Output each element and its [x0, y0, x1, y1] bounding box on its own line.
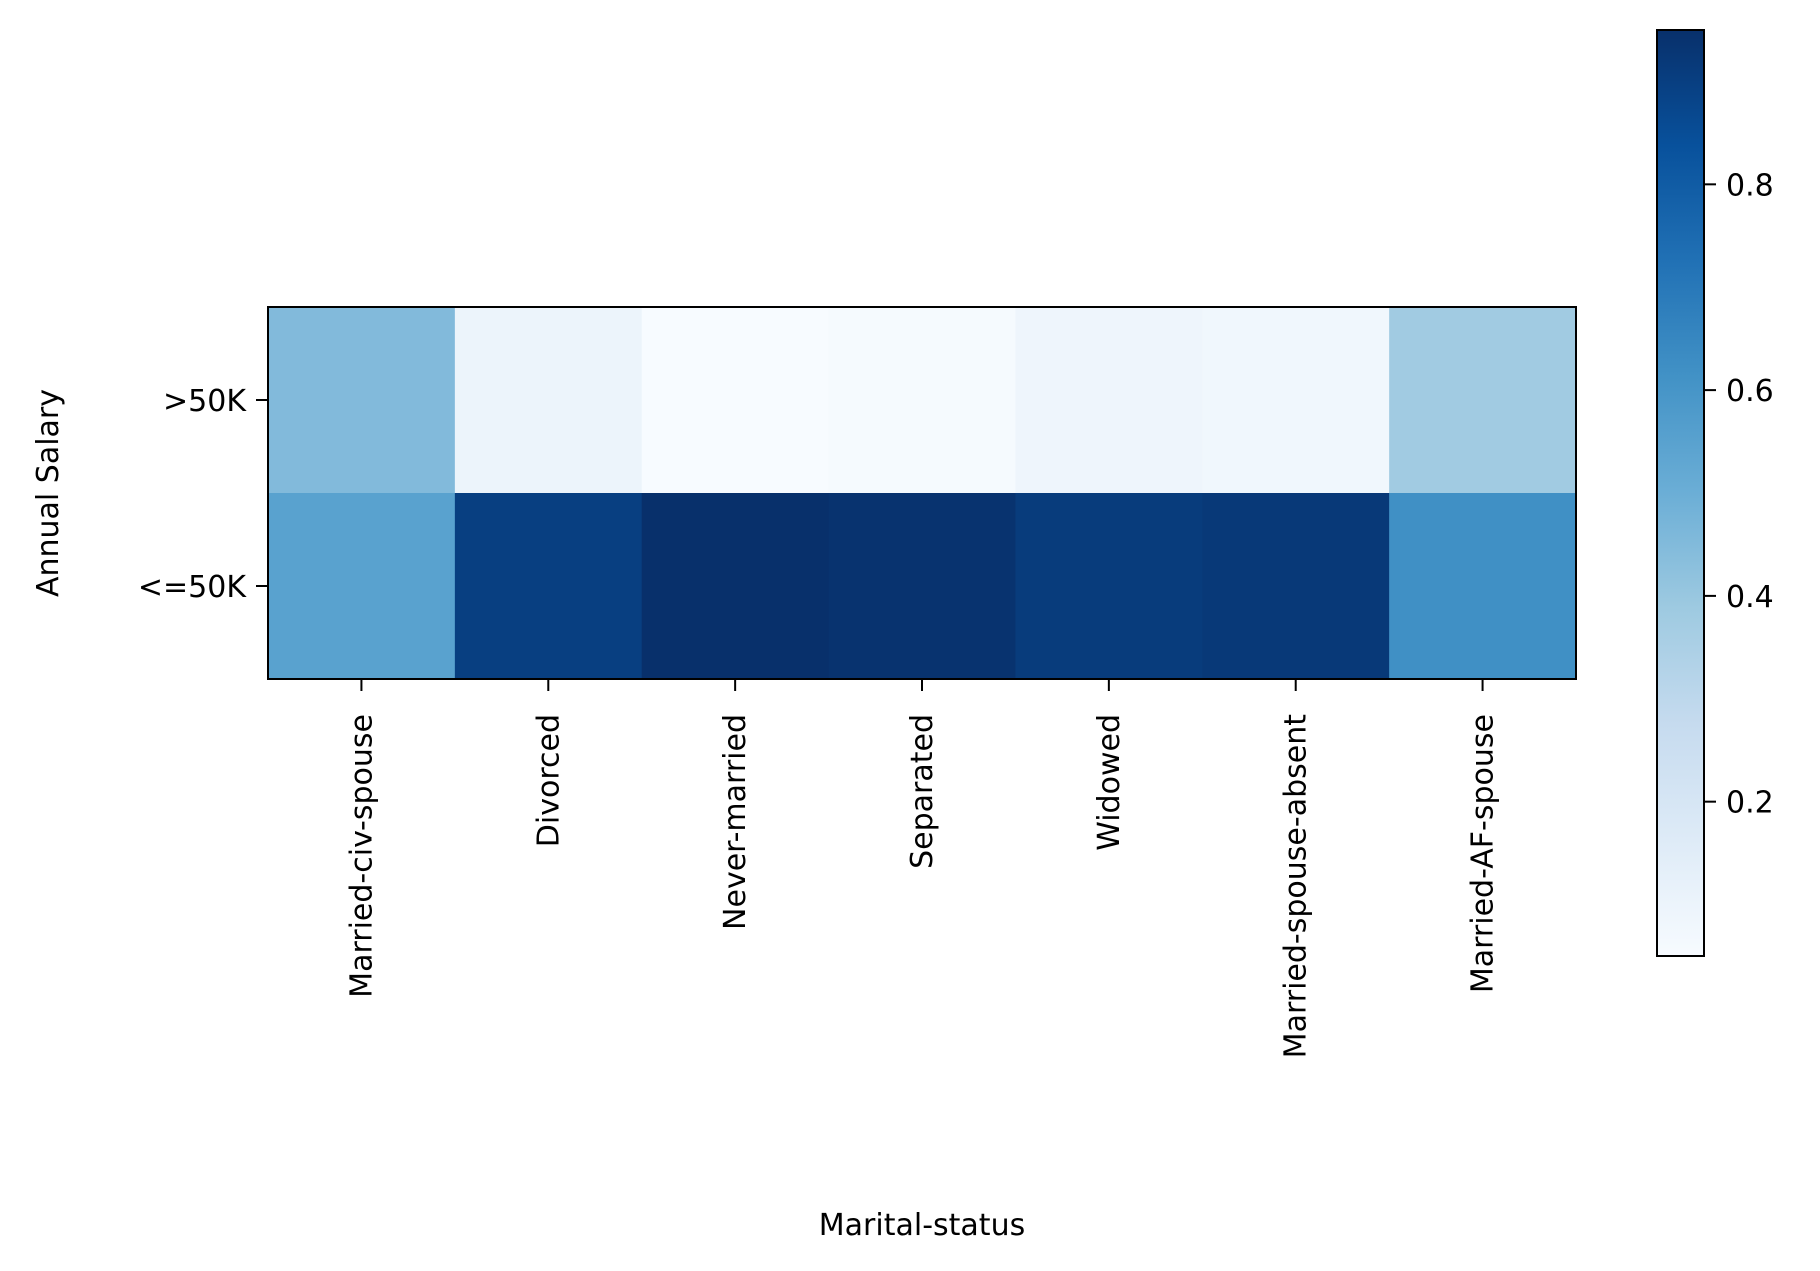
colorbar-ticks: 0.2 0.4 0.6 0.8	[1704, 168, 1774, 821]
y-tick-label: <=50K	[138, 570, 247, 605]
heatmap-cell	[1389, 493, 1577, 680]
colorbar-tick-label: 0.6	[1726, 374, 1774, 409]
x-tick-label: Married-spouse-absent	[1279, 714, 1314, 1059]
heatmap-cell	[1389, 307, 1577, 494]
heatmap-cell	[828, 307, 1016, 494]
heatmap-cells	[268, 307, 1577, 680]
y-axis-ticks: >50K <=50K	[138, 384, 268, 605]
x-tick-label: Separated	[905, 714, 940, 869]
heatmap-cell	[268, 493, 456, 680]
heatmap-cell	[828, 493, 1016, 680]
y-tick-label: >50K	[163, 384, 247, 419]
y-axis-label: Annual Salary	[31, 389, 66, 597]
x-axis-ticks: Married-civ-spouse Divorced Never-married S…	[344, 679, 1501, 1059]
x-tick-label: Married-AF-spouse	[1466, 714, 1501, 993]
colorbar-tick-label: 0.4	[1726, 580, 1774, 615]
colorbar-frame	[1656, 29, 1705, 957]
heatmap-cell	[1202, 493, 1390, 680]
colorbar-tick-label: 0.2	[1726, 786, 1774, 821]
x-tick-label: Never-married	[718, 714, 753, 930]
heatmap-cell	[454, 493, 643, 680]
heatmap-cell	[454, 307, 643, 494]
heatmap-cell	[1015, 307, 1203, 494]
heatmap-cell	[641, 493, 830, 680]
colorbar-gradient	[1657, 30, 1704, 956]
x-tick-label: Widowed	[1092, 714, 1127, 851]
heatmap-cell	[641, 307, 830, 494]
x-tick-label: Divorced	[531, 714, 566, 847]
heatmap-cell	[1202, 307, 1390, 494]
heatmap-cell	[268, 307, 456, 494]
colorbar-tick-label: 0.8	[1726, 168, 1774, 203]
x-axis-label: Marital-status	[819, 1208, 1025, 1243]
x-tick-label: Married-civ-spouse	[344, 714, 379, 998]
heatmap-cell	[1015, 493, 1203, 680]
